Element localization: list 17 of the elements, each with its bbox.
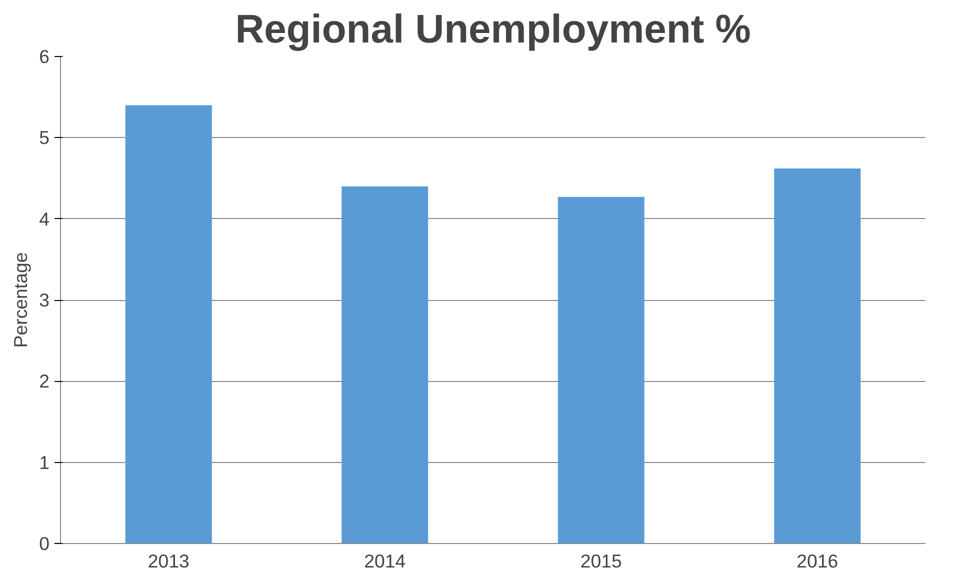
y-tick-label: 3 (39, 290, 50, 310)
x-tick-label: 2014 (364, 550, 406, 572)
x-tick-label: 2016 (796, 550, 838, 572)
y-tick-label: 6 (39, 46, 50, 67)
bar (342, 186, 428, 544)
bar (558, 196, 644, 544)
y-axis-title: Percentage (10, 252, 32, 348)
chart-title: Regional Unemployment % (235, 8, 751, 52)
y-tick-label: 5 (39, 127, 50, 148)
x-tick-label: 2015 (580, 550, 622, 572)
y-tick-label: 2 (39, 370, 50, 392)
bar (774, 168, 861, 544)
y-tick-label: 1 (39, 452, 50, 473)
bar (125, 105, 212, 544)
x-tick-label: 2013 (148, 550, 190, 572)
y-tick-label: 0 (39, 533, 50, 554)
y-tick-label: 4 (39, 208, 50, 230)
